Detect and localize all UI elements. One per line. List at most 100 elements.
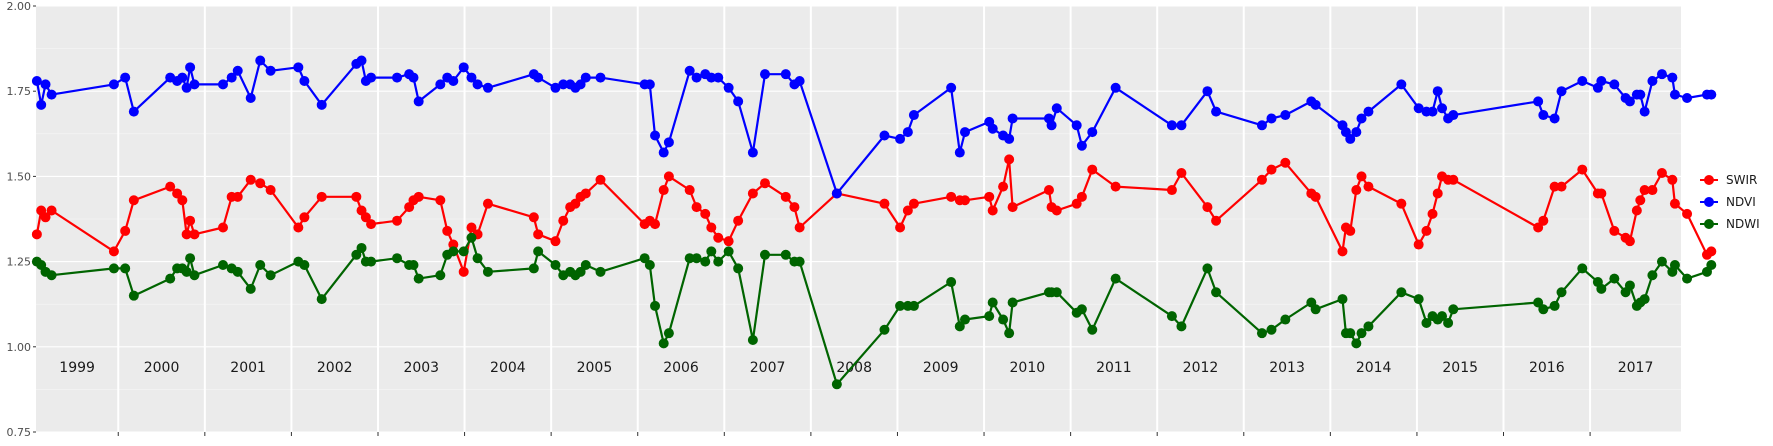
year-label-2003: 2003 bbox=[403, 360, 439, 376]
ndwi-point bbox=[1443, 317, 1454, 328]
swir-point bbox=[299, 212, 310, 223]
swir-point bbox=[255, 178, 266, 189]
legend-label-swir: SWIR bbox=[1726, 173, 1757, 187]
ndvi-point bbox=[1211, 106, 1222, 117]
ndwi-point bbox=[1076, 304, 1087, 315]
year-label-2012: 2012 bbox=[1183, 360, 1219, 376]
swir-point bbox=[218, 222, 229, 233]
ndvi-point bbox=[392, 72, 403, 83]
ndwi-point bbox=[1577, 263, 1588, 274]
swir-point bbox=[185, 215, 196, 226]
y-tick-label: 1.25 bbox=[7, 256, 32, 269]
year-label-2011: 2011 bbox=[1096, 360, 1132, 376]
ndwi-point bbox=[351, 249, 362, 260]
ndvi-point bbox=[1647, 75, 1658, 86]
swir-point bbox=[351, 191, 362, 202]
ndwi-point bbox=[998, 314, 1009, 325]
ndvi-point bbox=[644, 79, 655, 90]
ndvi-point bbox=[1624, 96, 1635, 107]
ndvi-point bbox=[31, 75, 42, 86]
ndvi-point bbox=[181, 82, 192, 93]
ndwi-point bbox=[1356, 328, 1367, 339]
ndvi-point bbox=[1051, 103, 1062, 114]
year-label-2007: 2007 bbox=[750, 360, 786, 376]
year-label-2010: 2010 bbox=[1010, 360, 1046, 376]
ndwi-point bbox=[1596, 283, 1607, 294]
ndvi-point bbox=[1076, 140, 1087, 151]
year-label-2005: 2005 bbox=[577, 360, 613, 376]
swir-point bbox=[442, 225, 453, 236]
swir-point bbox=[1624, 236, 1635, 247]
year-label-2000: 2000 bbox=[144, 360, 180, 376]
ndwi-point bbox=[550, 260, 561, 271]
ndwi-point bbox=[946, 277, 957, 288]
ndvi-point bbox=[1345, 133, 1356, 144]
swir-point bbox=[360, 212, 371, 223]
swir-point bbox=[759, 178, 770, 189]
ndvi-point bbox=[316, 99, 327, 110]
legend-label-ndvi: NDVI bbox=[1726, 195, 1756, 209]
ndvi-point bbox=[448, 75, 459, 86]
ndwi-point bbox=[1176, 321, 1187, 332]
ndwi-point bbox=[723, 246, 734, 257]
ndwi-point bbox=[959, 314, 970, 325]
ndwi-point bbox=[1337, 294, 1348, 305]
y-tick-label: 1.50 bbox=[7, 170, 32, 183]
ndwi-point bbox=[128, 290, 139, 301]
ndvi-point bbox=[189, 79, 200, 90]
ndvi-point bbox=[226, 72, 237, 83]
swir-point bbox=[723, 236, 734, 247]
ndvi-point bbox=[1007, 113, 1018, 124]
ndwi-point bbox=[1448, 304, 1459, 315]
ndwi-point bbox=[663, 328, 674, 339]
ndvi-point bbox=[1556, 86, 1567, 97]
swir-point bbox=[31, 229, 42, 240]
swir-point bbox=[1706, 246, 1717, 257]
swir-point bbox=[1071, 198, 1082, 209]
series-layer bbox=[31, 55, 1717, 390]
ndvi-point bbox=[1266, 113, 1277, 124]
ndwi-point bbox=[1166, 311, 1177, 322]
swir-point bbox=[1256, 174, 1267, 185]
ndwi-point bbox=[895, 300, 906, 311]
ndwi-point bbox=[448, 246, 459, 257]
swir-point bbox=[1004, 154, 1015, 165]
ndwi-point bbox=[780, 249, 791, 260]
ndvi-point bbox=[794, 75, 805, 86]
swir-point bbox=[550, 236, 561, 247]
ndvi-point bbox=[1635, 89, 1646, 100]
ndwi-point bbox=[255, 260, 266, 271]
swir-point bbox=[706, 222, 717, 233]
ndwi-point bbox=[1051, 287, 1062, 298]
ndvi-point bbox=[177, 72, 188, 83]
ndvi-point bbox=[1437, 103, 1448, 114]
swir-point bbox=[658, 185, 669, 196]
ndwi-point bbox=[1256, 328, 1267, 339]
swir-point bbox=[1345, 225, 1356, 236]
ndvi-point bbox=[232, 65, 243, 76]
swir-point bbox=[128, 195, 139, 206]
year-label-2004: 2004 bbox=[490, 360, 526, 376]
swir-point bbox=[293, 222, 304, 233]
swir-point bbox=[959, 195, 970, 206]
ndwi-point bbox=[1639, 294, 1650, 305]
ndvi-point bbox=[1356, 113, 1367, 124]
ndwi-point bbox=[700, 256, 711, 267]
swir-point bbox=[1549, 181, 1560, 192]
ndwi-point bbox=[1669, 260, 1680, 271]
swir-point bbox=[987, 205, 998, 216]
swir-point bbox=[1596, 188, 1607, 199]
swir-point bbox=[794, 222, 805, 233]
ndwi-point bbox=[533, 246, 544, 257]
ndwi-point bbox=[1609, 273, 1620, 284]
ndvi-point bbox=[908, 110, 919, 121]
ndwi-point bbox=[392, 253, 403, 264]
ndvi-point bbox=[1639, 106, 1650, 117]
swir-point bbox=[1337, 246, 1348, 257]
ndvi-point bbox=[299, 75, 310, 86]
swir-point bbox=[1007, 202, 1018, 213]
ndvi-point bbox=[1396, 79, 1407, 90]
swir-point bbox=[458, 266, 469, 277]
swir-point bbox=[747, 188, 758, 199]
ndwi-point bbox=[413, 273, 424, 284]
